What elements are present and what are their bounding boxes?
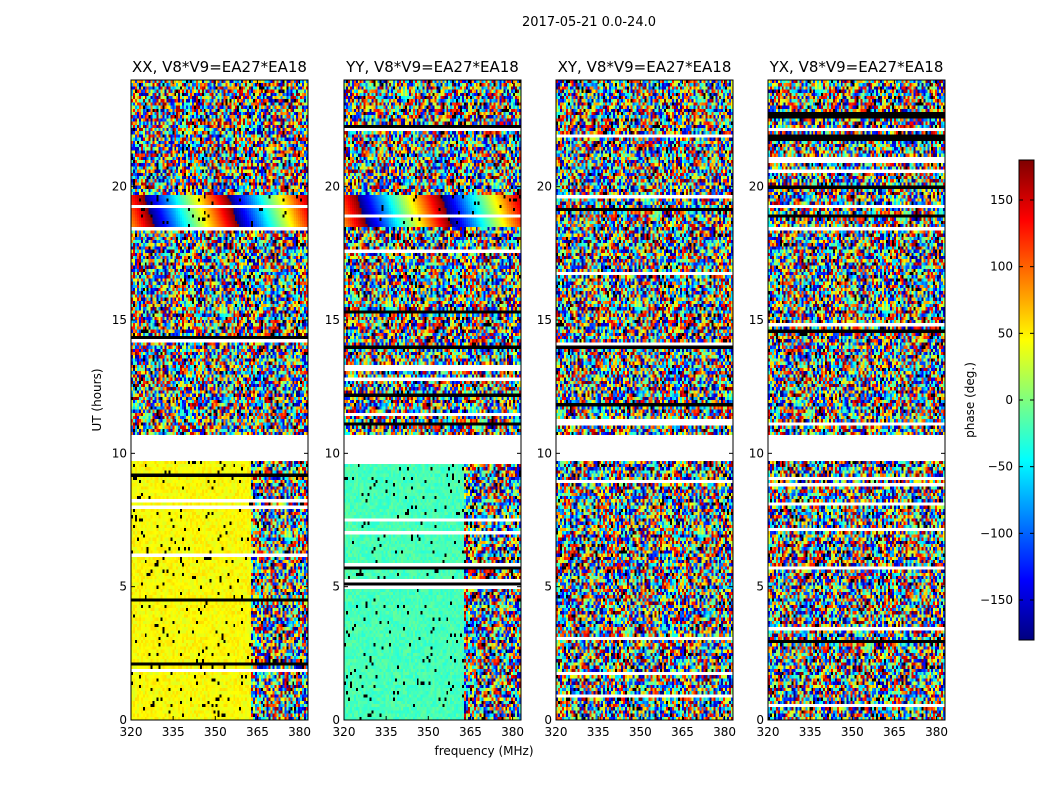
axes-frame	[343, 79, 522, 721]
y-tick-label: 5	[544, 580, 552, 594]
x-tick-label: 350	[841, 725, 864, 739]
x-tick-label: 365	[459, 725, 482, 739]
x-tick-label: 335	[375, 725, 398, 739]
x-tick-label: 350	[629, 725, 652, 739]
x-tick-label: 380	[288, 725, 311, 739]
panel-1: YY, V8*V9=EA27*EA18 320 335 350 365 380 0 5 10 15…	[325, 58, 524, 739]
colorbar-tick-label: 0	[1005, 393, 1013, 407]
panel-0: XX, V8*V9=EA27*EA18 320 335 350 365 380 0 5 10 15…	[112, 58, 311, 739]
x-tick-label: 320	[757, 725, 780, 739]
x-tick-label: 320	[545, 725, 568, 739]
x-tick-label: 380	[925, 725, 948, 739]
y-tick-label: 15	[537, 313, 552, 327]
y-tick-label: 10	[537, 446, 552, 460]
x-tick-label: 380	[713, 725, 736, 739]
y-tick-label: 15	[325, 313, 340, 327]
colorbar-tick-label: 150	[990, 193, 1013, 207]
axes-frame	[555, 79, 734, 721]
y-tick-label: 20	[749, 180, 764, 194]
figure-title: 2017-05-21 0.0-24.0	[522, 15, 656, 30]
colorbar-tick-label: −150	[980, 593, 1013, 607]
colorbar: −150 −100 −50 0 50 100 150	[980, 159, 1035, 641]
panel-title: XY, V8*V9=EA27*EA18	[558, 58, 732, 76]
x-axis-label: frequency (MHz)	[434, 744, 533, 758]
colorbar-label: phase (deg.)	[963, 362, 977, 438]
y-tick-label: 20	[537, 180, 552, 194]
panels: XX, V8*V9=EA27*EA18 320 335 350 365 380 0 5 10 15…	[112, 58, 948, 739]
panel-2: XY, V8*V9=EA27*EA18 320 335 350 365 380 0 5 10 15…	[537, 58, 736, 739]
y-tick-label: 0	[544, 713, 552, 727]
y-axis-label: UT (hours)	[90, 368, 104, 431]
panel-3: YX, V8*V9=EA27*EA18 320 335 350 365 380 0 5 10 15…	[749, 58, 948, 739]
heatmap-image	[131, 80, 308, 720]
y-tick-label: 10	[325, 446, 340, 460]
x-tick-label: 365	[883, 725, 906, 739]
x-tick-label: 350	[417, 725, 440, 739]
x-tick-label: 365	[671, 725, 694, 739]
colorbar-tick-label: 100	[990, 260, 1013, 274]
heatmap-image	[768, 80, 945, 720]
y-tick-label: 20	[112, 180, 127, 194]
axes-frame	[130, 79, 309, 721]
x-tick-label: 335	[799, 725, 822, 739]
panel-title: YY, V8*V9=EA27*EA18	[345, 58, 519, 76]
axes-frame	[767, 79, 946, 721]
x-tick-label: 335	[587, 725, 610, 739]
x-tick-label: 335	[162, 725, 185, 739]
y-tick-label: 5	[332, 580, 340, 594]
y-tick-label: 10	[112, 446, 127, 460]
colorbar-tick-label: −100	[980, 526, 1013, 540]
x-tick-label: 365	[246, 725, 269, 739]
panel-title: XX, V8*V9=EA27*EA18	[132, 58, 307, 76]
x-tick-label: 320	[333, 725, 356, 739]
y-tick-label: 0	[332, 713, 340, 727]
x-tick-label: 380	[501, 725, 524, 739]
y-tick-label: 5	[756, 580, 764, 594]
heatmap-image	[344, 80, 521, 720]
y-tick-label: 20	[325, 180, 340, 194]
y-tick-label: 15	[112, 313, 127, 327]
y-tick-label: 15	[749, 313, 764, 327]
heatmap-image	[556, 80, 733, 720]
y-tick-label: 0	[119, 713, 127, 727]
colorbar-tick-label: −50	[988, 460, 1013, 474]
y-tick-label: 0	[756, 713, 764, 727]
x-tick-label: 320	[120, 725, 143, 739]
x-tick-label: 350	[204, 725, 227, 739]
panel-title: YX, V8*V9=EA27*EA18	[769, 58, 944, 76]
y-tick-label: 5	[119, 580, 127, 594]
colorbar-tick-label: 50	[998, 326, 1013, 340]
y-tick-label: 10	[749, 446, 764, 460]
